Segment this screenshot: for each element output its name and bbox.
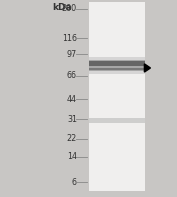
Bar — [88, 60, 145, 71]
Text: 6: 6 — [72, 178, 77, 187]
Text: 66: 66 — [67, 71, 77, 80]
Text: kDa: kDa — [52, 3, 72, 12]
Text: 14: 14 — [67, 152, 77, 161]
Bar — [88, 57, 145, 74]
Bar — [88, 118, 145, 123]
Text: 97: 97 — [67, 50, 77, 59]
Bar — [88, 2, 145, 191]
Polygon shape — [144, 64, 150, 72]
Text: 22: 22 — [67, 134, 77, 143]
Text: 116: 116 — [62, 34, 77, 43]
Bar — [88, 68, 145, 70]
Text: 31: 31 — [67, 115, 77, 124]
Text: 44: 44 — [67, 95, 77, 104]
Text: 200: 200 — [62, 4, 77, 13]
Bar — [88, 61, 145, 66]
